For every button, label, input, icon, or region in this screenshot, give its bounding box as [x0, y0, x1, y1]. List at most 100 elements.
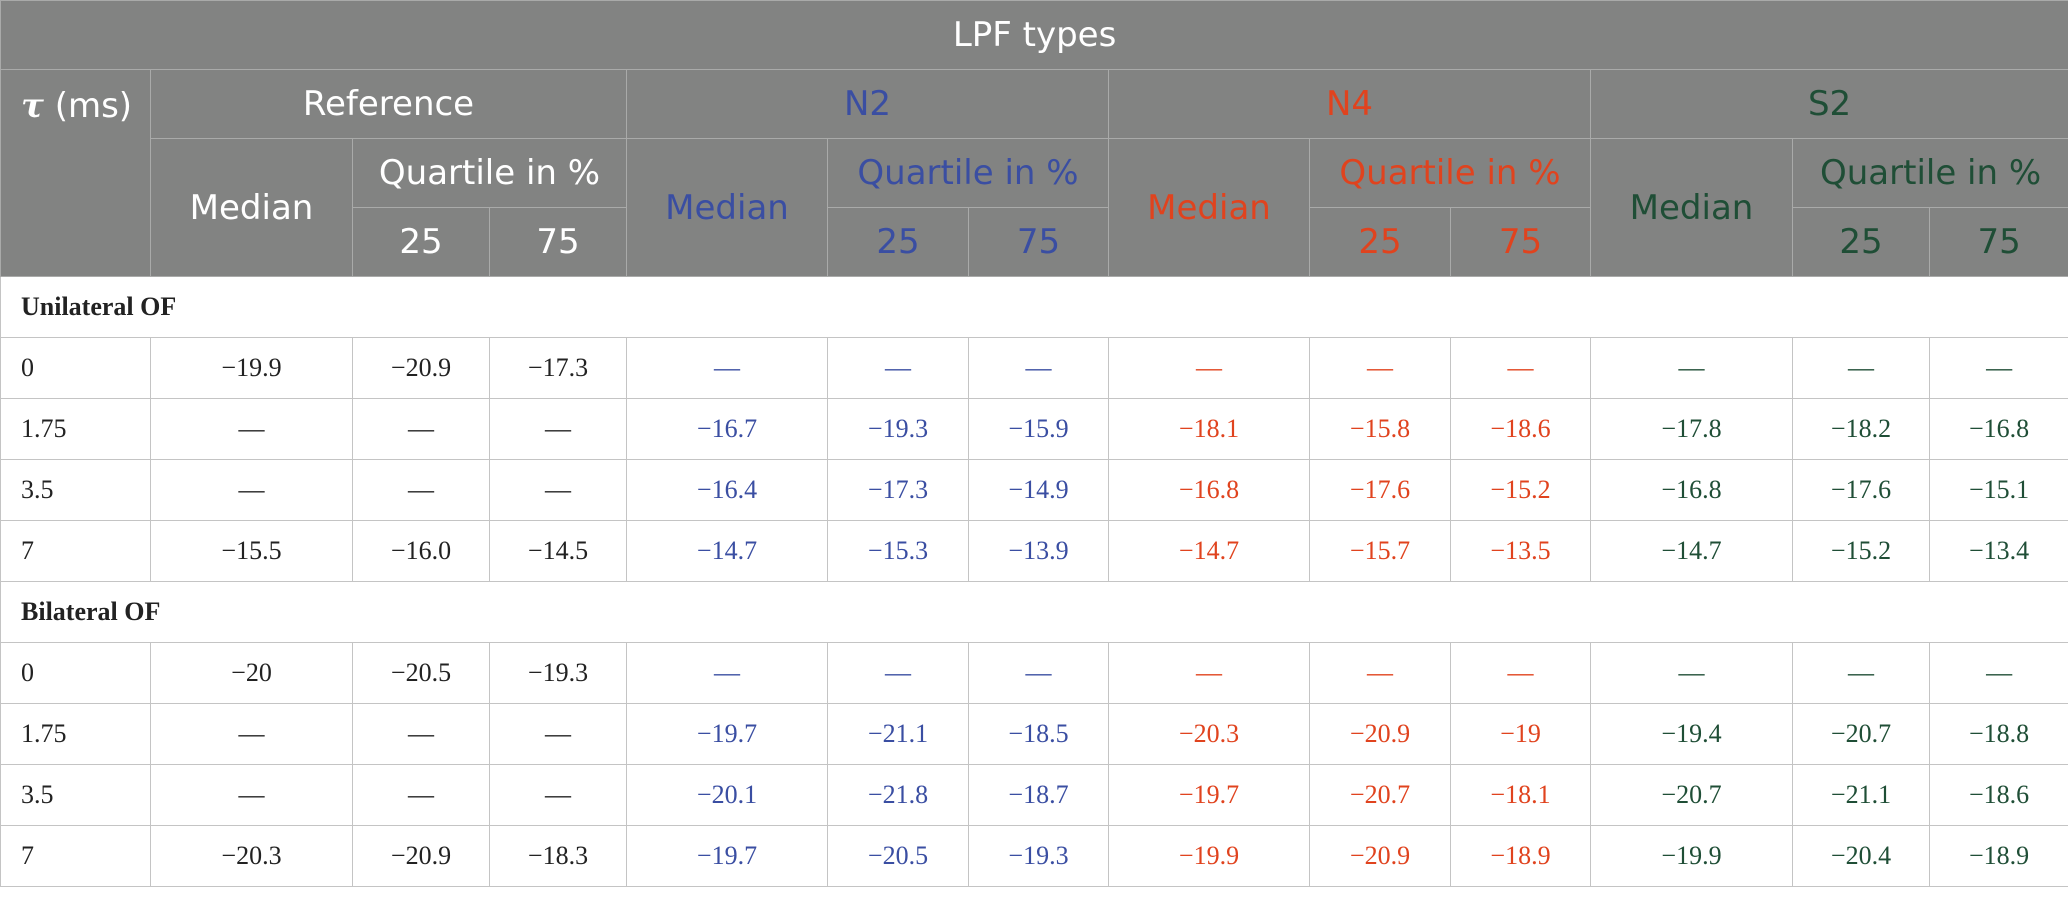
n4-q75-cell: −13.5	[1450, 520, 1591, 582]
ref-median-cell: −19.9	[150, 337, 353, 399]
n2-q75-cell: −18.7	[968, 764, 1109, 826]
n2-median-cell: —	[626, 642, 828, 704]
n4-q75-cell: —	[1450, 337, 1591, 399]
ref-q75-cell: —	[489, 764, 627, 826]
ref-q75-cell: —	[489, 459, 627, 521]
ref-q75-cell: —	[489, 703, 627, 765]
n2-median-cell: −19.7	[626, 703, 828, 765]
group-header-n4: N4	[1108, 69, 1591, 139]
lpf-types-heading: LPF types	[0, 0, 2068, 70]
ref-q25-cell: −20.9	[352, 825, 490, 887]
n4-q75-cell: −18.9	[1450, 825, 1591, 887]
n2-q75-cell: −14.9	[968, 459, 1109, 521]
s2-q75-cell: −18.8	[1928, 703, 2068, 765]
n4-q25-cell: −15.8	[1309, 398, 1451, 460]
s2-median-cell: −14.7	[1590, 520, 1793, 582]
s2-q25-cell: —	[1792, 337, 1930, 399]
s2-q75-cell: −13.4	[1928, 520, 2068, 582]
n2-q75-cell: −18.5	[968, 703, 1109, 765]
table-row: 3.5— — — −20.1 −21.8 −18.7 −19.7 −20.7 −18.1 −20.…	[0, 764, 2068, 826]
ref-q25-cell: −16.0	[352, 520, 490, 582]
s2-median-cell: —	[1590, 642, 1793, 704]
median-header-n2: Median	[626, 138, 828, 277]
q25-header-s2: 25	[1792, 207, 1930, 277]
quartile-header-n4: Quartile in %	[1309, 138, 1591, 208]
tau-symbol: τ	[21, 86, 44, 126]
n2-q25-cell: −17.3	[827, 459, 969, 521]
median-header-n4: Median	[1108, 138, 1310, 277]
section-title: Bilateral OF	[0, 581, 2068, 643]
s2-q75-cell: −16.8	[1928, 398, 2068, 460]
ref-q25-cell: —	[352, 398, 490, 460]
ref-median-cell: —	[150, 459, 353, 521]
s2-median-cell: −19.9	[1590, 825, 1793, 887]
n4-q75-cell: −18.1	[1450, 764, 1591, 826]
table-row: 7 −20.3 −20.9 −18.3 −19.7 −20.5 −19.3 −19.9 −20.…	[0, 825, 2068, 887]
q25-header-n2: 25	[827, 207, 969, 277]
s2-q75-cell: −15.1	[1928, 459, 2068, 521]
n2-median-cell: −20.1	[626, 764, 828, 826]
n2-q25-cell: −21.1	[827, 703, 969, 765]
n4-median-cell: −16.8	[1108, 459, 1310, 521]
n4-median-cell: −18.1	[1108, 398, 1310, 460]
median-header-s2: Median	[1590, 138, 1793, 277]
ref-q25-cell: —	[352, 459, 490, 521]
group-header-reference: Reference	[150, 69, 627, 139]
s2-median-cell: −17.8	[1590, 398, 1793, 460]
n2-q25-cell: −21.8	[827, 764, 969, 826]
n4-q75-cell: −18.6	[1450, 398, 1591, 460]
n2-median-cell: −16.4	[626, 459, 828, 521]
lpf-results-table: LPF types τ (ms) Reference N2 N4 S2 Medi…	[0, 0, 2068, 887]
n2-median-cell: −16.7	[626, 398, 828, 460]
ref-q25-cell: —	[352, 703, 490, 765]
n2-q25-cell: −19.3	[827, 398, 969, 460]
ref-q75-cell: −19.3	[489, 642, 627, 704]
q75-header-reference: 75	[489, 207, 627, 277]
n2-q75-cell: −15.9	[968, 398, 1109, 460]
table-row: 1.75— — — −16.7 −19.3 −15.9 −18.1 −15.8 −18.6 −17…	[0, 398, 2068, 460]
n4-q75-cell: —	[1450, 642, 1591, 704]
tau-unit: (ms)	[43, 86, 133, 126]
tau-cell: 7	[0, 825, 151, 887]
n4-q25-cell: −15.7	[1309, 520, 1451, 582]
n4-q25-cell: −20.9	[1309, 703, 1451, 765]
quartile-header-n2: Quartile in %	[827, 138, 1109, 208]
n4-q75-cell: −15.2	[1450, 459, 1591, 521]
n4-median-cell: −19.9	[1108, 825, 1310, 887]
s2-q25-cell: −21.1	[1792, 764, 1930, 826]
n2-median-cell: −19.7	[626, 825, 828, 887]
s2-q75-cell: —	[1928, 337, 2068, 399]
tau-cell: 0	[0, 337, 151, 399]
n4-median-cell: −14.7	[1108, 520, 1310, 582]
n2-q25-cell: −20.5	[827, 825, 969, 887]
s2-q75-cell: −18.6	[1928, 764, 2068, 826]
ref-median-cell: —	[150, 398, 353, 460]
tau-cell: 3.5	[0, 459, 151, 521]
tau-cell: 1.75	[0, 398, 151, 460]
n2-q75-cell: —	[968, 337, 1109, 399]
ref-q75-cell: −17.3	[489, 337, 627, 399]
table-row: 3.5— — — −16.4 −17.3 −14.9 −16.8 −17.6 −15.2 −16.…	[0, 459, 2068, 521]
tau-cell: 3.5	[0, 764, 151, 826]
n2-q75-cell: —	[968, 642, 1109, 704]
ref-q75-cell: —	[489, 398, 627, 460]
ref-q25-cell: —	[352, 764, 490, 826]
q25-header-reference: 25	[352, 207, 490, 277]
s2-median-cell: —	[1590, 337, 1793, 399]
ref-median-cell: −20.3	[150, 825, 353, 887]
ref-median-cell: —	[150, 764, 353, 826]
table-row: 1.75— — — −19.7 −21.1 −18.5 −20.3 −20.9 −19 −19.4…	[0, 703, 2068, 765]
ref-q75-cell: −18.3	[489, 825, 627, 887]
s2-q25-cell: −18.2	[1792, 398, 1930, 460]
group-header-n2: N2	[626, 69, 1109, 139]
q75-header-s2: 75	[1928, 207, 2068, 277]
n4-q25-cell: —	[1309, 642, 1451, 704]
ref-median-cell: −15.5	[150, 520, 353, 582]
n4-q25-cell: —	[1309, 337, 1451, 399]
n4-q25-cell: −20.9	[1309, 825, 1451, 887]
table-row: 7 −15.5 −16.0 −14.5 −14.7 −15.3 −13.9 −14.7 −15.…	[0, 520, 2068, 582]
n2-q75-cell: −13.9	[968, 520, 1109, 582]
n4-median-cell: −19.7	[1108, 764, 1310, 826]
n4-median-cell: —	[1108, 337, 1310, 399]
n2-median-cell: —	[626, 337, 828, 399]
